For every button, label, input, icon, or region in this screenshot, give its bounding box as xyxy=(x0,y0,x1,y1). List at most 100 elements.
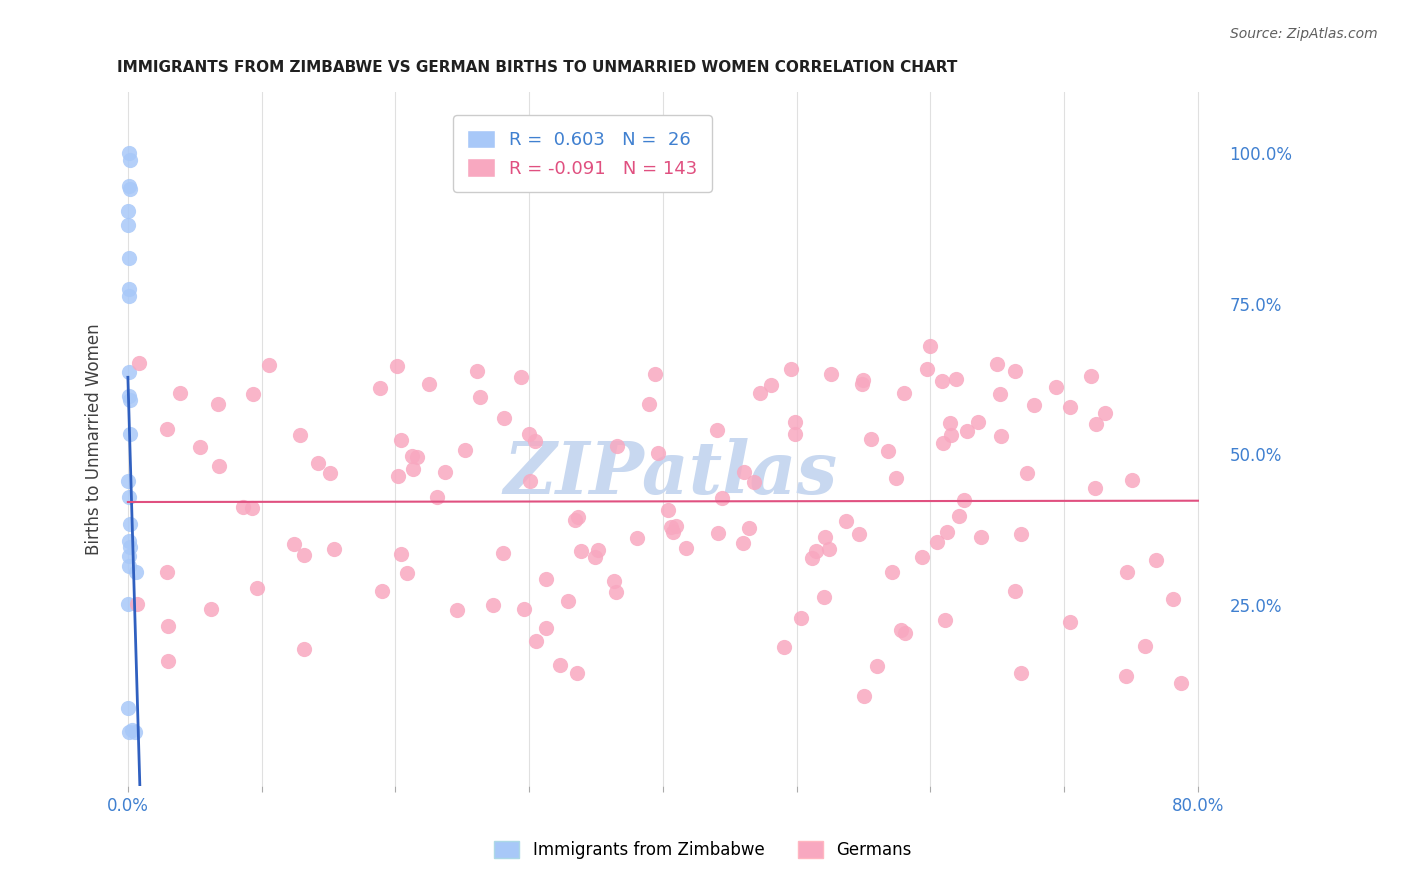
Point xyxy=(124,565,146,579)
Point xyxy=(156,422,179,436)
Point xyxy=(156,565,179,579)
Point xyxy=(402,462,425,476)
Point xyxy=(1010,526,1032,541)
Point xyxy=(851,376,873,391)
Point xyxy=(665,518,688,533)
Point xyxy=(389,547,412,561)
Point xyxy=(118,179,141,194)
Point xyxy=(118,490,141,504)
Point xyxy=(817,541,839,556)
Point xyxy=(513,602,536,616)
Point xyxy=(1144,553,1167,567)
Point xyxy=(804,544,827,558)
Point xyxy=(884,471,907,485)
Point xyxy=(523,434,546,448)
Point xyxy=(1121,474,1143,488)
Point xyxy=(550,657,572,672)
Point xyxy=(880,565,903,579)
Point xyxy=(785,416,807,430)
Point xyxy=(1024,398,1046,412)
Point xyxy=(318,466,340,480)
Point xyxy=(1084,417,1107,432)
Point xyxy=(814,530,837,544)
Point xyxy=(534,572,557,586)
Point xyxy=(785,427,807,442)
Point xyxy=(569,543,592,558)
Point xyxy=(118,145,141,160)
Point xyxy=(920,339,942,353)
Point xyxy=(1010,666,1032,681)
Point xyxy=(800,550,823,565)
Point xyxy=(567,510,589,524)
Point xyxy=(860,432,883,446)
Point xyxy=(524,633,547,648)
Point xyxy=(865,659,887,673)
Point xyxy=(118,182,141,196)
Point xyxy=(200,602,222,616)
Point xyxy=(124,724,146,739)
Point xyxy=(117,251,139,265)
Point xyxy=(1004,364,1026,378)
Point xyxy=(966,415,988,429)
Point xyxy=(1094,406,1116,420)
Legend: Immigrants from Zimbabwe, Germans: Immigrants from Zimbabwe, Germans xyxy=(488,834,918,866)
Point xyxy=(519,474,541,488)
Point xyxy=(626,531,648,545)
Point xyxy=(953,492,976,507)
Point xyxy=(1115,668,1137,682)
Point xyxy=(405,450,427,465)
Point xyxy=(1170,676,1192,690)
Point xyxy=(1059,401,1081,415)
Point xyxy=(242,387,264,401)
Point xyxy=(945,371,967,385)
Point xyxy=(387,468,409,483)
Point xyxy=(567,666,589,681)
Point xyxy=(773,640,796,654)
Point xyxy=(1059,615,1081,630)
Point xyxy=(232,500,254,514)
Point xyxy=(711,491,734,505)
Point xyxy=(893,385,915,400)
Point xyxy=(876,444,898,458)
Point xyxy=(118,517,141,532)
Point xyxy=(932,435,955,450)
Point xyxy=(986,357,1008,371)
Point xyxy=(370,583,392,598)
Point xyxy=(790,611,813,625)
Point xyxy=(934,613,956,627)
Point xyxy=(118,426,141,441)
Point xyxy=(911,549,934,564)
Point xyxy=(482,598,505,612)
Point xyxy=(813,590,835,604)
Point xyxy=(852,373,875,387)
Point xyxy=(117,218,139,232)
Point xyxy=(605,585,627,599)
Point xyxy=(749,386,772,401)
Point xyxy=(733,465,755,479)
Point xyxy=(1163,591,1185,606)
Point xyxy=(848,527,870,541)
Point xyxy=(779,362,801,376)
Point xyxy=(454,443,477,458)
Point xyxy=(939,416,962,430)
Point xyxy=(637,397,659,411)
Point xyxy=(706,525,728,540)
Point xyxy=(368,381,391,395)
Point xyxy=(322,542,344,557)
Point xyxy=(644,368,666,382)
Point xyxy=(396,566,419,581)
Point xyxy=(118,725,141,739)
Point xyxy=(391,433,413,447)
Point xyxy=(117,204,139,219)
Point xyxy=(659,520,682,534)
Point xyxy=(118,392,141,407)
Point xyxy=(292,642,315,657)
Point xyxy=(675,541,697,556)
Point xyxy=(970,529,993,543)
Point xyxy=(510,370,533,384)
Point xyxy=(586,543,609,558)
Point xyxy=(557,594,579,608)
Point xyxy=(246,582,269,596)
Point xyxy=(418,376,440,391)
Point xyxy=(156,618,179,632)
